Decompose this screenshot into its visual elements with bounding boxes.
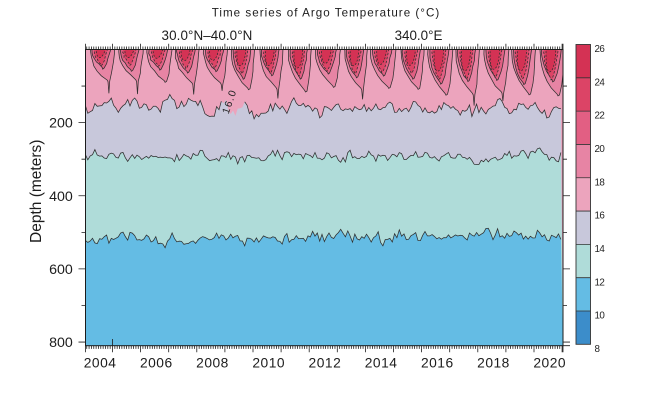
svg-text:2016: 2016 (421, 355, 454, 370)
svg-text:24: 24 (595, 77, 606, 88)
svg-text:2006: 2006 (140, 355, 173, 370)
svg-text:400: 400 (49, 189, 73, 205)
svg-text:2004: 2004 (84, 355, 117, 370)
svg-text:30.0°N–40.0°N: 30.0°N–40.0°N (162, 28, 253, 43)
svg-text:200: 200 (49, 116, 73, 132)
svg-text:600: 600 (49, 262, 73, 278)
svg-text:2008: 2008 (196, 355, 229, 370)
svg-text:10: 10 (595, 311, 606, 322)
svg-text:8: 8 (595, 344, 601, 355)
svg-text:2014: 2014 (365, 355, 398, 370)
svg-text:Time series of Argo Temperatur: Time series of Argo Temperature (°C) (212, 7, 441, 20)
svg-text:26: 26 (595, 44, 606, 55)
svg-text:18: 18 (595, 177, 606, 188)
svg-text:2012: 2012 (309, 355, 342, 370)
svg-text:20: 20 (595, 144, 606, 155)
svg-text:2018: 2018 (477, 355, 510, 370)
svg-text:340.0°E: 340.0°E (395, 28, 443, 43)
svg-text:12: 12 (595, 277, 605, 288)
svg-text:16: 16 (595, 211, 606, 222)
svg-text:2010: 2010 (252, 355, 285, 370)
svg-text:22: 22 (595, 111, 605, 122)
svg-text:2020: 2020 (533, 355, 566, 370)
svg-text:Depth (meters): Depth (meters) (28, 140, 45, 243)
svg-text:800: 800 (49, 335, 73, 351)
svg-text:14: 14 (595, 244, 606, 255)
